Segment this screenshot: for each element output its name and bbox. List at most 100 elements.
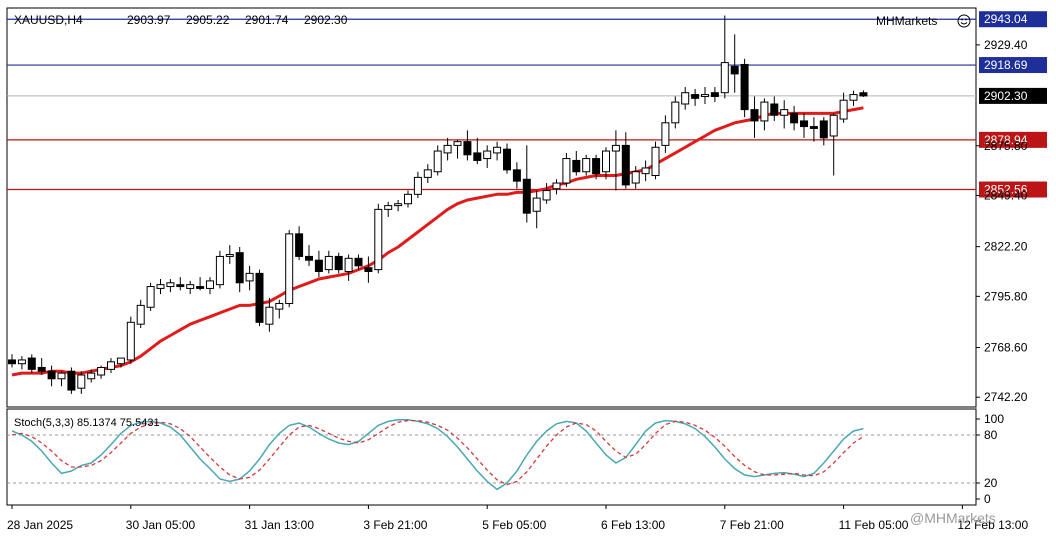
chart-symbol: XAUUSD,H4 xyxy=(14,13,83,27)
candle-20 xyxy=(206,277,214,295)
broker-name: MHMarkets xyxy=(876,14,937,28)
y-tick-label-3: 2822.20 xyxy=(984,240,1028,254)
candle-45 xyxy=(453,139,462,159)
candle-body-16 xyxy=(166,282,175,288)
candle-70 xyxy=(701,87,709,104)
candle-68 xyxy=(681,87,690,110)
candle-82 xyxy=(819,117,828,146)
candle-body-3 xyxy=(37,366,46,372)
candle-body-42 xyxy=(423,169,432,178)
candle-body-1 xyxy=(17,359,26,365)
candle-body-79 xyxy=(790,112,799,124)
candle-body-66 xyxy=(661,122,670,146)
candle-body-33 xyxy=(334,255,343,271)
x-tick-label-3: 3 Feb 21:00 xyxy=(363,518,427,532)
candle-22 xyxy=(225,245,234,264)
candle-18 xyxy=(186,280,195,295)
candle-83 xyxy=(829,113,838,176)
candle-body-29 xyxy=(295,233,304,257)
candle-body-10 xyxy=(107,361,115,370)
ohlc-open: 2903.97 xyxy=(127,13,171,27)
candle-body-47 xyxy=(473,152,482,161)
candle-body-15 xyxy=(156,284,165,289)
candle-body-80 xyxy=(800,120,808,128)
candle-10 xyxy=(107,358,115,374)
candle-body-24 xyxy=(245,272,254,282)
candle-body-41 xyxy=(413,176,422,195)
candle-body-64 xyxy=(641,167,650,175)
candle-19 xyxy=(196,277,205,291)
candle-body-32 xyxy=(324,255,333,271)
candle-46 xyxy=(463,130,472,161)
candle-16 xyxy=(166,279,175,293)
candle-69 xyxy=(691,88,700,106)
candle-body-72 xyxy=(720,62,729,94)
candle-78 xyxy=(780,100,789,129)
candle-body-39 xyxy=(394,203,403,207)
candle-body-7 xyxy=(77,374,86,389)
candle-body-43 xyxy=(433,150,442,173)
candle-59 xyxy=(592,154,601,180)
candle-72 xyxy=(720,15,729,99)
level-label-1: 2918.69 xyxy=(984,58,1028,72)
candle-body-51 xyxy=(512,169,521,182)
candle-body-38 xyxy=(384,205,393,210)
candle-body-55 xyxy=(552,182,561,190)
level-label-3: 2852.56 xyxy=(984,183,1028,197)
y-tick-label-0: 2742.20 xyxy=(984,390,1028,404)
candle-75 xyxy=(750,96,759,138)
candle-7 xyxy=(77,371,86,394)
candle-body-77 xyxy=(770,103,779,116)
candle-body-75 xyxy=(750,109,759,122)
x-tick-label-8: 12 Feb 13:00 xyxy=(957,518,1028,532)
candle-84 xyxy=(839,92,848,123)
candle-71 xyxy=(710,87,719,103)
candle-31 xyxy=(314,250,323,278)
candle-86 xyxy=(859,90,868,97)
y-tick-label-1: 2768.60 xyxy=(984,341,1028,355)
candle-76 xyxy=(760,98,769,131)
candle-body-30 xyxy=(305,255,313,261)
candle-body-52 xyxy=(522,178,531,214)
candle-body-83 xyxy=(829,114,838,137)
candle-62 xyxy=(621,132,630,189)
candle-body-37 xyxy=(374,208,383,271)
candle-23 xyxy=(235,247,244,293)
candle-body-31 xyxy=(314,259,323,272)
candle-body-34 xyxy=(344,257,353,272)
candle-body-53 xyxy=(532,197,541,212)
candle-body-27 xyxy=(275,302,284,310)
x-tick-label-5: 6 Feb 13:00 xyxy=(601,518,665,532)
candle-25 xyxy=(255,269,264,327)
candle-34 xyxy=(344,254,353,281)
candle-80 xyxy=(800,113,808,138)
candle-52 xyxy=(522,145,531,223)
candle-11 xyxy=(116,357,125,368)
stoch-main-line xyxy=(11,419,864,491)
candle-9 xyxy=(97,365,106,379)
candle-47 xyxy=(473,137,482,165)
candle-40 xyxy=(404,190,412,208)
candle-43 xyxy=(433,145,442,176)
x-tick-label-6: 7 Feb 21:00 xyxy=(720,518,784,532)
candle-body-44 xyxy=(443,144,452,154)
candle-39 xyxy=(394,199,403,212)
candle-body-6 xyxy=(67,370,76,391)
candle-body-12 xyxy=(126,321,135,361)
candle-63 xyxy=(631,166,640,189)
x-tick-label-4: 5 Feb 05:00 xyxy=(482,518,546,532)
stoch-tick-label-1: 80 xyxy=(984,428,998,442)
candle-77 xyxy=(770,96,779,121)
candle-body-25 xyxy=(255,272,264,323)
candle-body-28 xyxy=(285,233,294,304)
candle-74 xyxy=(740,58,749,118)
candle-body-73 xyxy=(730,65,739,75)
candle-body-57 xyxy=(572,159,581,173)
candle-body-45 xyxy=(453,141,462,146)
candle-body-48 xyxy=(483,150,492,160)
candle-35 xyxy=(354,254,363,270)
candle-12 xyxy=(126,316,135,364)
stoch-tick-label-2: 20 xyxy=(984,476,998,490)
candle-85 xyxy=(849,90,858,106)
